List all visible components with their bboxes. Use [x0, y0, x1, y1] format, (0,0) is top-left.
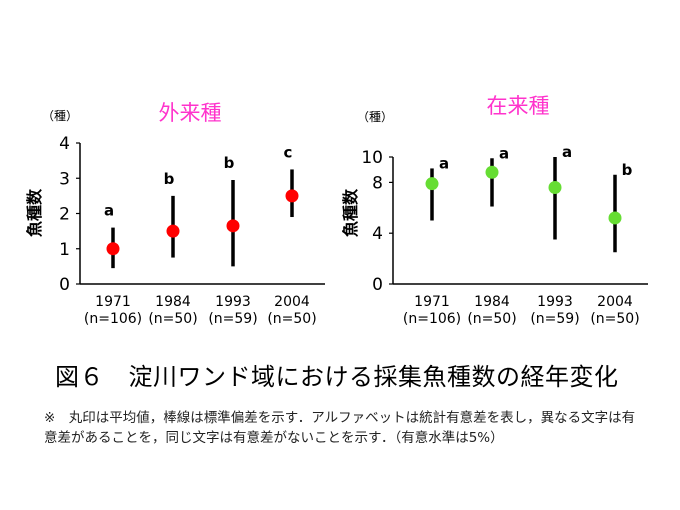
- data-point: [106, 242, 120, 256]
- y-tick-label: 3: [59, 169, 70, 189]
- y-tick-label: 0: [59, 275, 70, 295]
- x-tick-sublabel: (n=59): [208, 311, 257, 327]
- chart-title: 在来種: [487, 94, 550, 118]
- y-axis-label: 魚種数: [341, 188, 360, 237]
- y-tick-label: 4: [59, 134, 70, 154]
- unit-label: （種）: [357, 110, 393, 124]
- unit-label: （種）: [42, 109, 78, 123]
- significance-label: a: [104, 202, 114, 220]
- x-tick-sublabel: (n=50): [267, 311, 316, 327]
- y-tick-label: 0: [372, 275, 383, 295]
- chart-title: 外来種: [159, 101, 222, 125]
- data-point: [548, 180, 562, 194]
- data-point: [485, 165, 499, 179]
- y-tick-label: 10: [361, 148, 383, 168]
- figure-caption: 図６ 淀川ワンド域における採集魚種数の経年変化: [55, 363, 619, 391]
- significance-label: a: [439, 154, 449, 172]
- y-tick-label: 4: [372, 224, 383, 244]
- x-tick-sublabel: (n=50): [590, 311, 639, 327]
- x-tick-sublabel: (n=50): [467, 311, 516, 327]
- figure-note: ※ 丸印は平均値，棒線は標準偏差を示す．アルファベットは統計有意差を表し，異なる…: [44, 410, 636, 446]
- y-tick-label: 8: [372, 173, 383, 193]
- significance-label: b: [164, 170, 175, 188]
- x-tick-label: 1984: [155, 294, 191, 310]
- x-tick-label: 2004: [274, 294, 310, 310]
- data-point: [166, 224, 180, 238]
- x-tick-label: 2004: [597, 294, 633, 310]
- y-tick-label: 1: [59, 240, 70, 260]
- significance-label: c: [284, 143, 293, 161]
- data-point: [226, 219, 240, 233]
- x-tick-sublabel: (n=59): [530, 311, 579, 327]
- significance-label: b: [224, 154, 235, 172]
- x-tick-label: 1984: [474, 294, 510, 310]
- x-tick-label: 1993: [215, 294, 251, 310]
- significance-label: b: [622, 161, 633, 179]
- y-axis-label: 魚種数: [25, 188, 44, 237]
- y-tick-label: 2: [59, 205, 70, 225]
- x-tick-label: 1993: [537, 294, 573, 310]
- x-tick-sublabel: (n=106): [403, 311, 461, 327]
- x-tick-label: 1971: [95, 294, 131, 310]
- x-tick-sublabel: (n=50): [148, 311, 197, 327]
- significance-label: a: [499, 144, 509, 162]
- significance-label: a: [562, 143, 572, 161]
- x-tick-sublabel: (n=106): [84, 311, 142, 327]
- data-point: [608, 211, 622, 225]
- data-point: [425, 177, 439, 191]
- x-tick-label: 1971: [414, 294, 450, 310]
- data-point: [285, 189, 299, 203]
